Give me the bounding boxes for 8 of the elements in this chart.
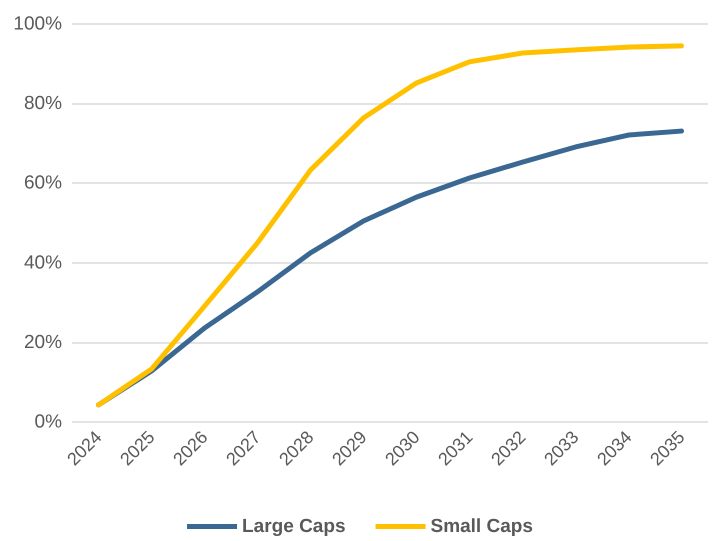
y-tick-label: 80% <box>24 93 62 114</box>
legend-label: Large Caps <box>242 516 346 537</box>
y-tick-label: 20% <box>24 332 62 353</box>
y-tick-label: 60% <box>24 172 62 194</box>
legend-label: Small Caps <box>430 516 533 537</box>
y-tick-label: 0% <box>34 412 62 432</box>
y-tick-label: 40% <box>24 252 62 274</box>
y-tick-label: 100% <box>13 14 62 34</box>
